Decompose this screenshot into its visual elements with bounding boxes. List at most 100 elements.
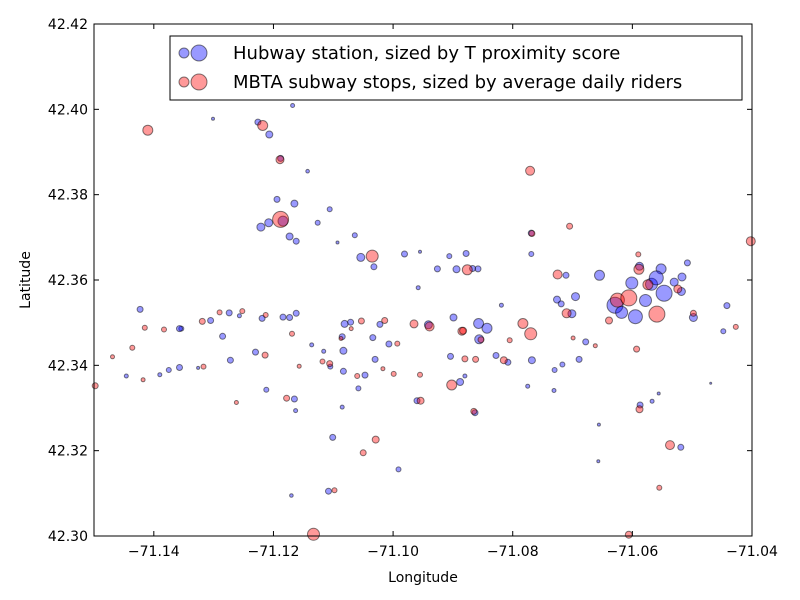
mbta-point-28 [424, 321, 435, 332]
hubway-point-62 [525, 383, 531, 389]
hubway-point-72 [449, 313, 458, 322]
hubway-point-82 [339, 367, 347, 375]
hubway-point-23 [452, 265, 461, 274]
hubway-point-109 [219, 332, 227, 340]
hubway-point-96 [252, 348, 259, 356]
x-tick-label: −71.04 [726, 544, 778, 560]
mbta-point-34 [517, 318, 529, 329]
hubway-point-76 [385, 340, 393, 348]
mbta-point-20 [296, 363, 302, 369]
mbta-point-47 [635, 405, 644, 414]
mbta-point-37 [566, 222, 574, 230]
hubway-point-87 [339, 404, 345, 410]
hubway-point-4 [305, 168, 310, 174]
hubway-point-2 [265, 130, 274, 139]
hubway-point-116 [498, 302, 504, 308]
mbta-point-50 [673, 284, 683, 294]
hubway-point-18 [370, 263, 378, 271]
x-tick-label: −71.08 [487, 544, 539, 560]
hubway-point-42 [648, 270, 664, 286]
mbta-point-48 [624, 530, 633, 539]
hubway-point-71 [456, 378, 465, 386]
mbta-point-72 [409, 319, 419, 329]
mbta-point-12 [233, 400, 239, 405]
x-tick-label: −71.14 [128, 544, 180, 560]
hubway-point-108 [207, 317, 215, 324]
legend-marker-hubway-small [178, 47, 190, 59]
mbta-point-15 [141, 324, 148, 331]
y-tick-label: 42.34 [48, 358, 88, 374]
hubway-point-43 [627, 309, 643, 325]
mbta-point-52 [656, 484, 663, 491]
mbta-point-7 [331, 487, 338, 494]
mbta-point-0 [142, 124, 154, 136]
mbta-point-9 [239, 308, 246, 315]
hubway-point-22 [433, 265, 441, 273]
hubway-point-45 [669, 277, 679, 287]
mbta-point-69 [262, 312, 269, 318]
hubway-point-55 [596, 459, 601, 464]
y-axis-label: Latitude [18, 251, 34, 309]
hubway-point-41 [655, 284, 673, 302]
mbta-point-31 [461, 264, 473, 276]
hubway-point-48 [683, 259, 691, 267]
mbta-point-60 [459, 326, 468, 335]
hubway-point-113 [289, 493, 294, 498]
mbta-point-32 [470, 407, 478, 415]
mbta-point-61 [417, 371, 423, 378]
y-tick-label: 42.40 [48, 102, 88, 118]
mbta-point-35 [524, 327, 538, 341]
mbta-point-41 [605, 316, 613, 325]
y-tick-label: 42.36 [48, 273, 88, 289]
hubway-point-101 [176, 364, 183, 371]
mbta-point-14 [161, 326, 167, 333]
hubway-point-35 [606, 296, 624, 314]
hubway-point-98 [236, 313, 242, 319]
hubway-point-104 [123, 373, 129, 379]
mbta-point-59 [499, 356, 508, 365]
mbta-point-66 [338, 336, 344, 341]
mbta-point-33 [525, 165, 536, 176]
plot-area [94, 24, 752, 536]
hubway-point-14 [326, 206, 333, 213]
points-layer [91, 103, 756, 541]
hubway-point-115 [415, 285, 421, 291]
hubway-point-34 [594, 269, 605, 281]
mbta-point-17 [110, 354, 115, 360]
legend-marker-mbta-large [190, 73, 208, 91]
hubway-point-3 [290, 103, 296, 108]
mbta-point-21 [319, 358, 326, 365]
mbta-point-70 [216, 309, 223, 316]
hubway-point-99 [225, 309, 233, 317]
hubway-point-100 [196, 365, 201, 370]
mbta-point-49 [635, 251, 642, 258]
hubway-point-7 [290, 199, 299, 208]
hubway-point-77 [369, 334, 377, 342]
mbta-point-11 [283, 394, 291, 402]
mbta-point-39 [561, 308, 572, 319]
hubway-point-70 [447, 352, 454, 360]
hubway-point-57 [575, 355, 583, 363]
hubway-point-11 [285, 232, 294, 241]
hubway-point-93 [286, 314, 294, 321]
hubway-point-20 [418, 249, 422, 254]
mbta-point-54 [732, 323, 739, 330]
hubway-point-67 [473, 318, 485, 329]
hubway-point-75 [395, 466, 402, 473]
hubway-point-112 [293, 408, 299, 414]
mbta-point-1 [257, 120, 269, 131]
legend: Hubway station, sized by T proximity sco… [169, 35, 743, 101]
hubway-point-33 [557, 300, 565, 308]
mbta-point-45 [642, 279, 654, 291]
mbta-point-65 [348, 326, 354, 332]
hubway-point-29 [553, 295, 561, 304]
hubway-point-36 [615, 305, 629, 319]
mbta-point-19 [140, 377, 146, 383]
mbta-point-53 [689, 309, 697, 317]
mbta-point-22 [354, 373, 361, 379]
hubway-point-15 [314, 219, 321, 226]
mbta-point-2 [275, 155, 285, 165]
hubway-point-50 [677, 443, 685, 451]
hubway-point-31 [571, 292, 580, 302]
